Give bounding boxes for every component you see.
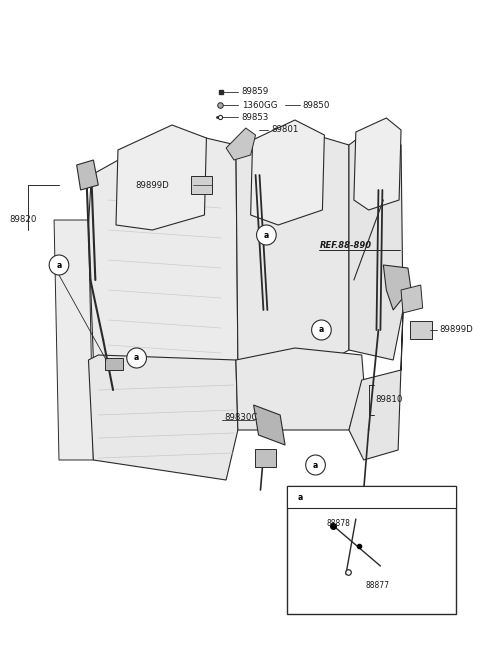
Polygon shape [384, 265, 411, 310]
Text: a: a [264, 230, 269, 239]
Polygon shape [54, 220, 94, 460]
Polygon shape [401, 285, 423, 313]
Polygon shape [116, 125, 206, 230]
Text: REF.88-890: REF.88-890 [320, 241, 372, 249]
Text: a: a [319, 325, 324, 335]
Bar [105, 358, 123, 370]
Polygon shape [77, 160, 98, 190]
Text: a: a [313, 461, 318, 470]
Text: 89859: 89859 [242, 87, 269, 96]
Text: a: a [56, 260, 61, 270]
Text: 89820: 89820 [10, 216, 37, 224]
Text: 89801: 89801 [271, 125, 299, 134]
Text: a: a [134, 354, 139, 363]
Text: 89850: 89850 [303, 100, 330, 110]
Polygon shape [236, 348, 364, 430]
Polygon shape [354, 118, 401, 210]
Circle shape [292, 489, 308, 505]
Bar [287, 486, 456, 508]
Circle shape [306, 455, 325, 475]
Text: 89853: 89853 [242, 112, 269, 121]
Text: a: a [297, 493, 302, 501]
Bar [254, 449, 276, 467]
Text: 89899D: 89899D [135, 180, 169, 190]
Polygon shape [349, 128, 403, 360]
Text: 1360GG: 1360GG [242, 100, 277, 110]
Polygon shape [349, 310, 403, 460]
Polygon shape [253, 405, 285, 445]
Bar [287, 486, 456, 614]
Text: 89810: 89810 [375, 396, 403, 405]
Polygon shape [88, 355, 238, 480]
Text: 89830C: 89830C [224, 413, 257, 422]
Polygon shape [236, 128, 349, 380]
Polygon shape [88, 130, 238, 380]
Bar [191, 176, 212, 194]
Text: 88878: 88878 [326, 520, 350, 529]
Text: 89899D: 89899D [439, 325, 473, 335]
Polygon shape [251, 120, 324, 225]
Circle shape [127, 348, 146, 368]
Bar [410, 321, 432, 339]
Circle shape [312, 320, 331, 340]
Polygon shape [226, 128, 255, 160]
Circle shape [49, 255, 69, 275]
Circle shape [256, 225, 276, 245]
Text: 88877: 88877 [366, 581, 390, 590]
